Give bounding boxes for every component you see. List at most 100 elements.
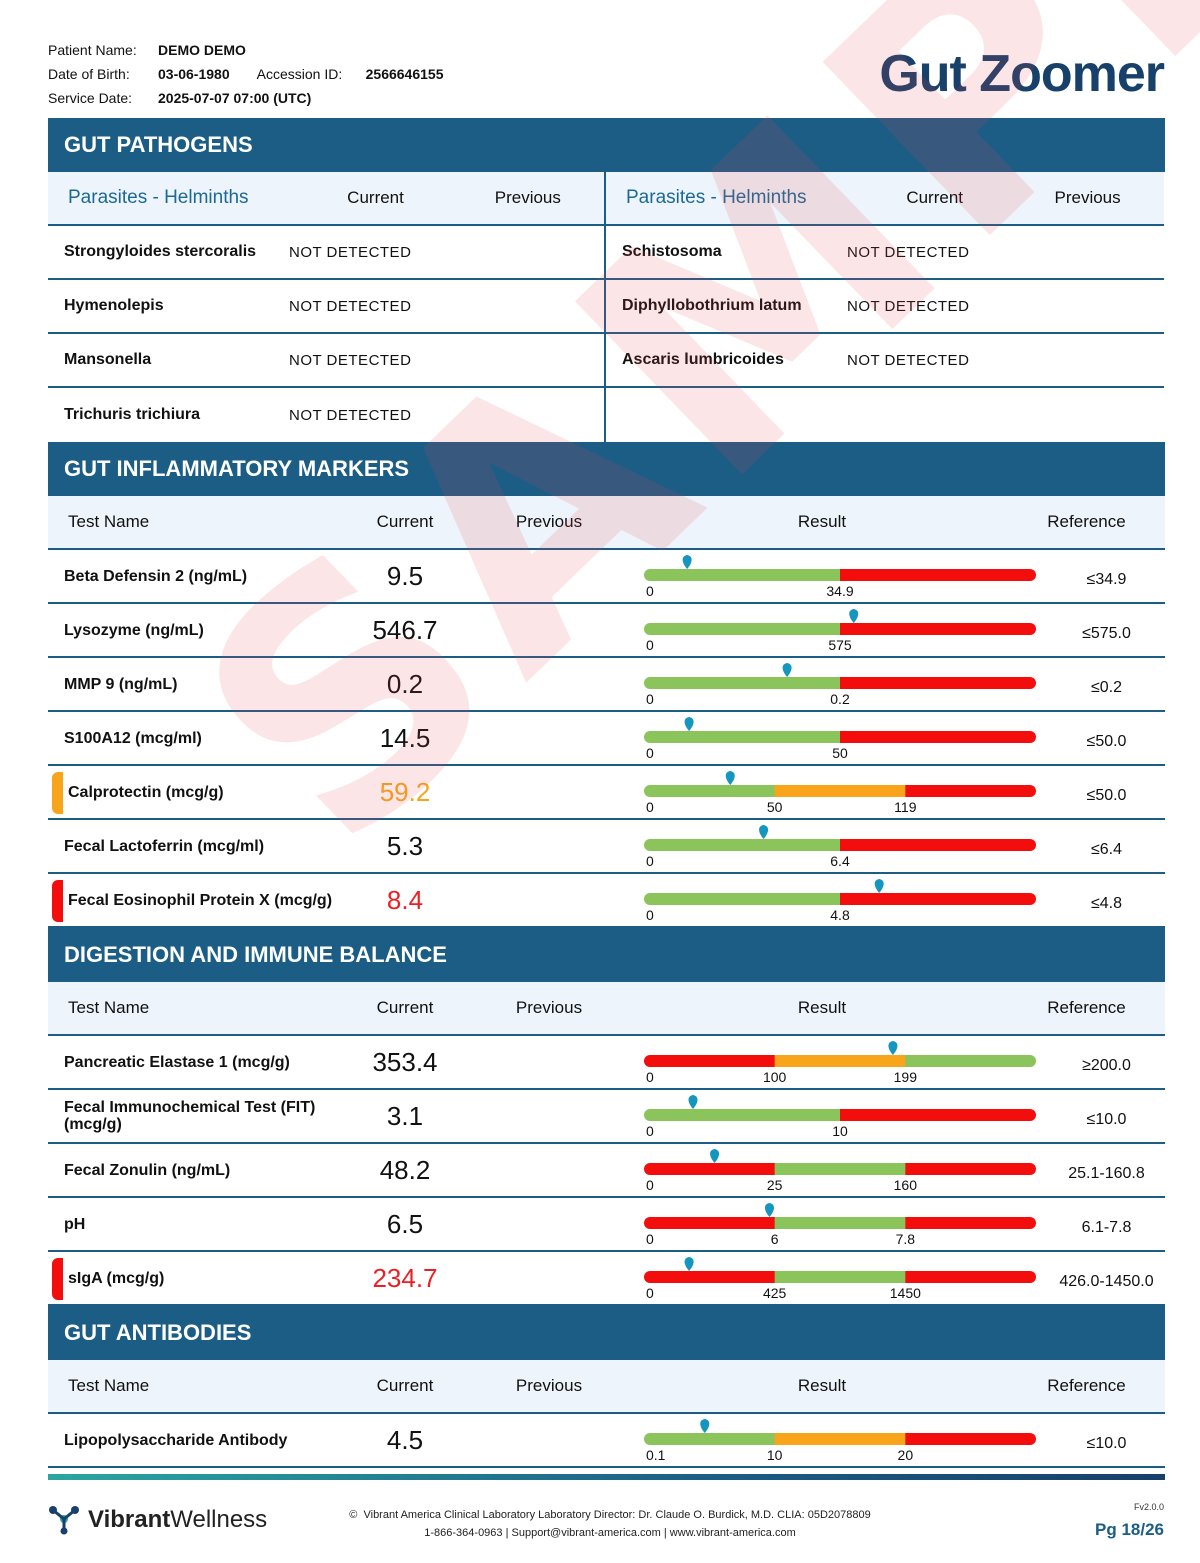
header-reference: Reference — [1047, 1376, 1126, 1395]
pathogen-name: Hymenolepis — [64, 297, 164, 314]
range-segment-red — [644, 1271, 776, 1283]
header-test-name: Test Name — [68, 512, 150, 531]
status-flag — [52, 772, 63, 814]
pathogens-left-column: Parasites - Helminths Current Previous S… — [48, 172, 606, 442]
header-result: Result — [797, 998, 847, 1017]
reference-range: ≤4.8 — [1090, 895, 1123, 912]
tick-label: 10 — [832, 1123, 848, 1139]
brand-wordmark: VibrantWellness — [88, 1506, 267, 1534]
current-value: 546.7 — [372, 614, 438, 645]
test-name: Fecal Eosinophil Protein X (mcg/g) — [68, 891, 333, 909]
result-range-bar: 0 34.9 — [636, 549, 1048, 603]
marker-sections: GUT INFLAMMATORY MARKERS Test Name Current… — [48, 442, 1165, 1468]
range-bar-graphic: 0 10 — [644, 1095, 1036, 1139]
test-name: Fecal Zonulin (ng/mL) — [64, 1161, 231, 1179]
pathogen-row: Trichuris trichiura NOT DETECTED — [48, 388, 604, 442]
tick-label: 0.1 — [646, 1447, 666, 1463]
result-marker-pin-icon — [684, 717, 694, 731]
result-marker-pin-icon — [764, 1203, 774, 1217]
header-reference: Reference — [1047, 998, 1126, 1017]
test-name: Lipopolysaccharide Antibody — [64, 1431, 288, 1449]
result-range-bar: 0 100 199 — [636, 1035, 1048, 1089]
header-current: Current — [376, 512, 434, 531]
tick-label: 425 — [763, 1285, 787, 1301]
range-segment-green — [644, 839, 841, 851]
section-header-pathogens: GUT PATHOGENS — [48, 118, 1165, 172]
pathogen-name: Diphyllobothrium latum — [622, 297, 802, 314]
result-marker-pin-icon — [710, 1149, 720, 1163]
report-title: Gut Zoomer — [879, 45, 1165, 103]
form-version: Fv2.0.0 — [1133, 1502, 1164, 1512]
range-segment-red — [905, 1433, 1036, 1445]
range-segment-green — [644, 1109, 841, 1121]
marker-row: Lipopolysaccharide Antibody 4.5 0.1 10 20 ≤10… — [48, 1414, 1165, 1468]
test-name: Calprotectin (mcg/g) — [68, 783, 224, 801]
pathogen-name: Ascaris lumbricoides — [622, 351, 784, 368]
range-segment-green — [774, 1217, 906, 1229]
tick-label: 160 — [894, 1177, 918, 1193]
reference-range: 25.1-160.8 — [1068, 1165, 1145, 1182]
current-value: 48.2 — [379, 1154, 431, 1185]
section-header: GUT INFLAMMATORY MARKERS — [48, 442, 1165, 496]
current-value: 59.2 — [379, 776, 431, 807]
range-segment-orange — [774, 785, 906, 797]
tick-label: 575 — [828, 637, 852, 653]
test-name: S100A12 (mcg/ml) — [64, 729, 202, 747]
range-segment-red — [840, 677, 1036, 689]
report-content: GUT PATHOGENS Parasites - Helminths Curr… — [48, 118, 1165, 1468]
range-bar-graphic: 0 34.9 — [644, 555, 1036, 599]
brand-bold: Vibrant — [88, 1506, 171, 1533]
status-flag — [52, 880, 63, 922]
pathogens-grid: Parasites - Helminths Current Previous S… — [48, 172, 1165, 442]
tick-label: 0 — [646, 745, 654, 761]
pathogen-result: NOT DETECTED — [289, 243, 412, 261]
range-bar-graphic: 0 50 — [644, 717, 1036, 761]
reference-range: 426.0-1450.0 — [1059, 1273, 1154, 1290]
patient-info: Patient Name: DEMO DEMO Date of Birth: 0… — [48, 38, 444, 110]
tick-label: 1450 — [890, 1285, 921, 1301]
result-marker-pin-icon — [688, 1095, 698, 1109]
pathogens-column-header: Parasites - Helminths Current Previous — [48, 172, 604, 226]
result-range-bar: 0 6.4 — [636, 819, 1048, 873]
tick-label: 119 — [894, 799, 917, 815]
tick-label: 0 — [646, 1069, 654, 1085]
patient-name: DEMO DEMO — [158, 42, 246, 58]
current-value: 5.3 — [386, 830, 424, 861]
tick-label: 0 — [646, 637, 654, 653]
pathogen-name: Schistosoma — [622, 243, 722, 260]
range-segment-red — [840, 731, 1036, 743]
range-segment-green — [644, 569, 841, 581]
marker-row: Calprotectin (mcg/g) 59.2 0 50 119 ≤50.0 — [48, 766, 1165, 820]
result-marker-pin-icon — [782, 663, 792, 677]
pathogens-right-column: Parasites - Helminths Current Previous S… — [606, 172, 1164, 442]
tick-label: 0 — [646, 799, 654, 815]
tick-label: 34.9 — [826, 583, 853, 599]
range-bar-graphic: 0 575 — [644, 609, 1036, 653]
result-marker-pin-icon — [849, 609, 859, 623]
range-segment-green — [644, 1433, 776, 1445]
reference-range: ≥200.0 — [1082, 1057, 1131, 1074]
pathogen-row: Diphyllobothrium latum NOT DETECTED — [606, 280, 1164, 334]
test-name: Lysozyme (ng/mL) — [64, 621, 204, 639]
header-test-name: Test Name — [68, 1376, 150, 1395]
test-name: sIgA (mcg/g) — [68, 1269, 165, 1287]
lab-director-line: Vibrant America Clinical Laboratory Labo… — [363, 1509, 871, 1521]
vibrant-wellness-logo: VibrantWellness — [48, 1505, 267, 1535]
pathogen-result: NOT DETECTED — [289, 351, 412, 369]
tick-label: 0 — [646, 583, 654, 599]
current-value: 4.5 — [386, 1424, 424, 1455]
current-value: 353.4 — [372, 1046, 438, 1077]
result-range-bar: 0 25 160 — [636, 1143, 1048, 1197]
dob: 03-06-1980 — [158, 66, 230, 82]
status-flag — [52, 1258, 63, 1300]
current-value: 14.5 — [379, 722, 431, 753]
tick-label: 6.4 — [830, 853, 850, 869]
header-current: Current — [376, 1376, 434, 1395]
range-segment-green — [774, 1163, 906, 1175]
dob-label: Date of Birth: — [48, 66, 130, 82]
tick-label: 20 — [898, 1447, 914, 1463]
range-bar-graphic: 0.1 10 20 — [644, 1419, 1036, 1463]
result-marker-pin-icon — [684, 1257, 694, 1271]
pathogen-result: NOT DETECTED — [289, 406, 412, 424]
range-bar-graphic: 0 6 7.8 — [644, 1203, 1036, 1247]
